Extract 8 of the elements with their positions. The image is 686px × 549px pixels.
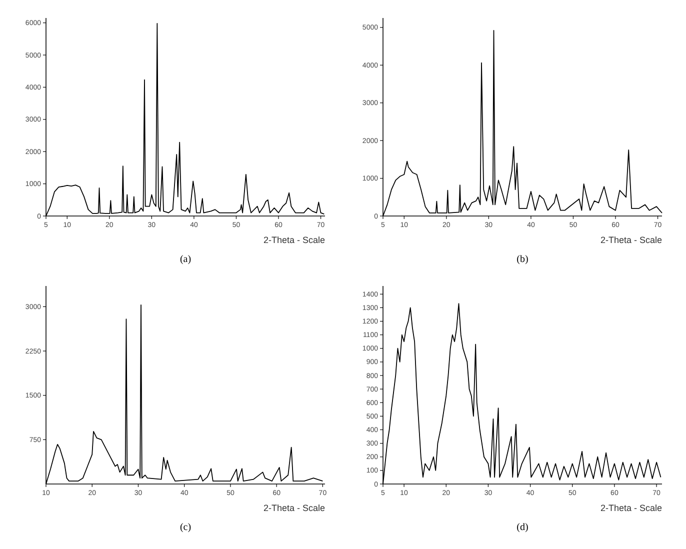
text: (b) xyxy=(516,254,528,265)
x-axis-title: 2-Theta - Scale xyxy=(263,235,325,245)
text: (d) xyxy=(516,522,528,533)
text: (a) xyxy=(180,254,192,265)
x-axis-title: 2-Theta - Scale xyxy=(263,503,325,513)
text: (c) xyxy=(180,522,192,533)
x-axis-title: 2-Theta - Scale xyxy=(600,503,662,513)
x-axis-title: 2-Theta - Scale xyxy=(600,235,662,245)
